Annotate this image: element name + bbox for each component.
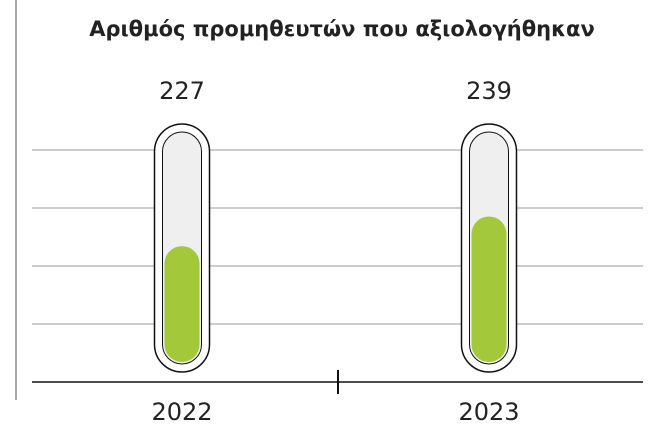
x-tick-label: 2023 — [458, 398, 519, 426]
chart-title: Αριθμός προμηθευτών που αξιολογήθηκαν — [89, 17, 595, 41]
x-tick-label: 2022 — [151, 398, 212, 426]
bar — [471, 216, 507, 362]
value-label: 239 — [466, 77, 512, 105]
bar — [164, 246, 200, 362]
value-label: 227 — [159, 77, 205, 105]
